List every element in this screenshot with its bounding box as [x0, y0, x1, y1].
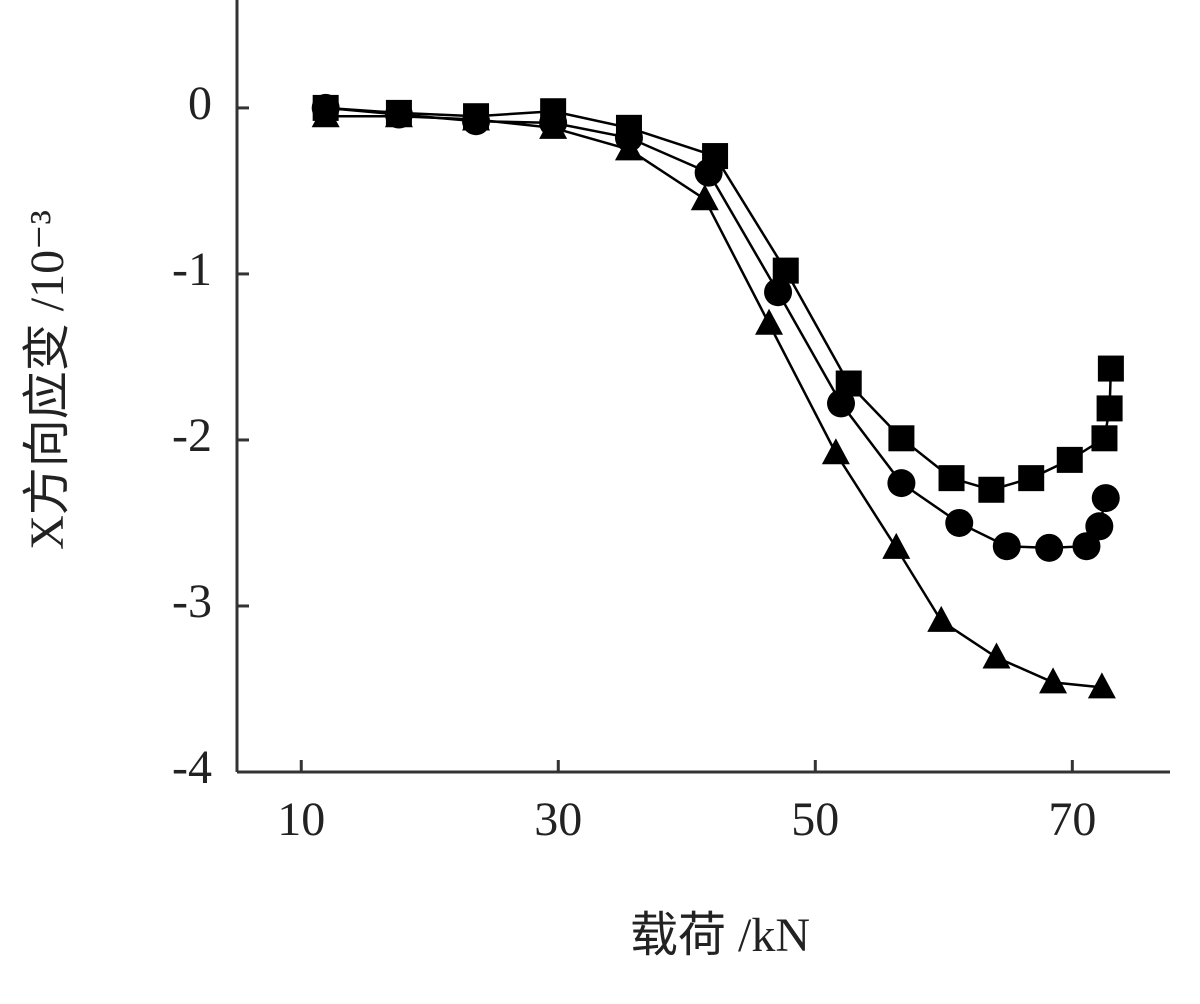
marker: [539, 112, 568, 139]
marker: [821, 438, 850, 465]
marker: [614, 134, 643, 161]
y-tick-label: -4: [172, 741, 212, 794]
marker: [1085, 512, 1114, 541]
x-axis-label: 载荷 /kN: [630, 909, 810, 962]
marker: [690, 184, 719, 211]
marker: [755, 308, 784, 335]
marker: [1056, 446, 1083, 473]
y-axis-label: X方向应变 /10⁻³: [21, 210, 74, 550]
marker: [888, 425, 915, 452]
marker: [462, 104, 491, 131]
marker: [1072, 532, 1101, 561]
marker: [1096, 395, 1123, 422]
y-tick-label: -3: [172, 575, 212, 628]
x-tick-label: 70: [1048, 793, 1096, 846]
y-tick-label: -1: [172, 243, 212, 296]
marker: [311, 101, 340, 128]
marker: [827, 389, 856, 418]
marker: [764, 278, 793, 307]
y-tick-label: 0: [188, 77, 212, 130]
y-tick-label: -2: [172, 409, 212, 462]
marker: [1091, 425, 1118, 452]
x-tick-label: 10: [277, 793, 325, 846]
marker: [1091, 484, 1120, 513]
x-tick-label: 50: [791, 793, 839, 846]
marker: [887, 469, 916, 498]
marker: [882, 532, 911, 559]
marker: [945, 508, 974, 537]
series-line: [325, 106, 1113, 492]
marker: [982, 642, 1011, 669]
marker: [1039, 667, 1068, 694]
marker: [1097, 355, 1124, 382]
x-tick-label: 30: [534, 793, 582, 846]
marker: [384, 101, 413, 128]
marker: [978, 476, 1005, 503]
marker: [1018, 465, 1045, 492]
marker: [992, 532, 1021, 561]
marker: [927, 605, 956, 632]
marker: [694, 158, 723, 187]
marker: [1087, 672, 1116, 699]
marker: [1035, 533, 1064, 562]
marker: [938, 465, 965, 492]
